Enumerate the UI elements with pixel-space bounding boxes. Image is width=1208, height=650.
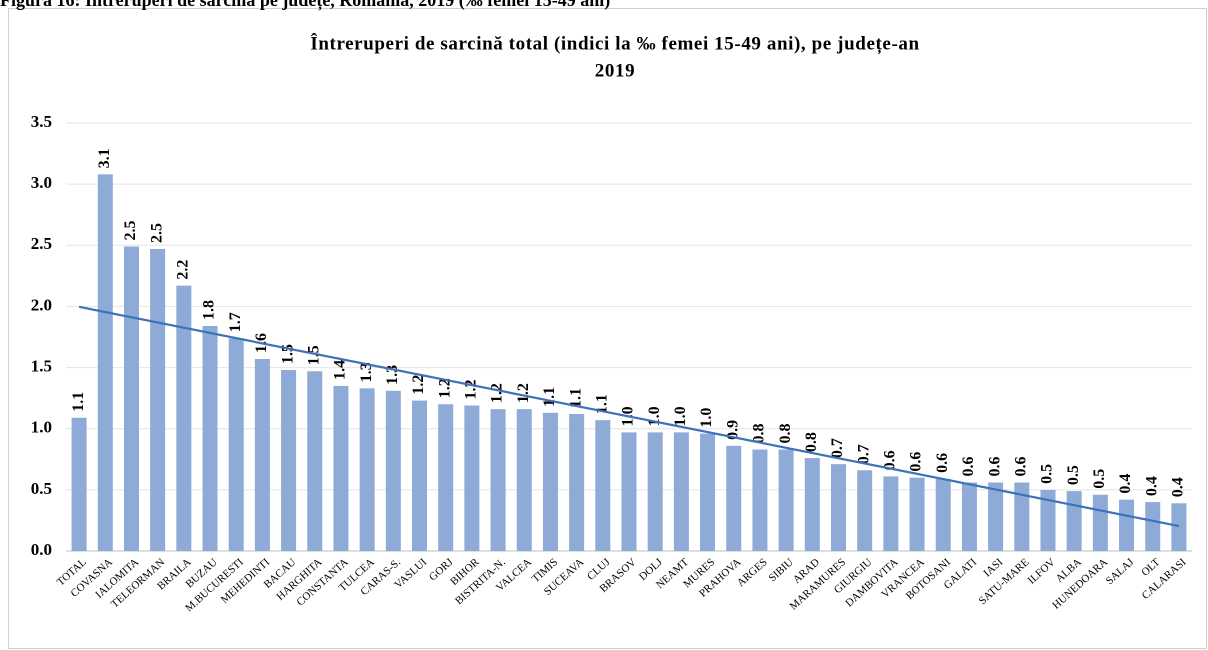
- data-label: 0.9: [724, 420, 741, 440]
- data-label: 0.5: [1065, 465, 1082, 485]
- bar: [752, 449, 768, 551]
- data-label: 1.5: [305, 345, 322, 365]
- bar: [228, 338, 244, 551]
- bar: [71, 417, 87, 551]
- bar: [647, 432, 663, 551]
- data-label: 0.6: [934, 453, 951, 473]
- y-tick-label: 2.5: [31, 234, 52, 253]
- data-label: 0.5: [1039, 464, 1056, 484]
- bar: [778, 449, 794, 551]
- y-tick-label: 0.0: [31, 540, 52, 559]
- data-label: 0.8: [777, 424, 794, 444]
- bar: [281, 370, 297, 551]
- data-label: 1.2: [515, 383, 532, 403]
- y-tick-label: 2.0: [31, 295, 52, 314]
- bar: [726, 445, 742, 551]
- bar: [385, 390, 401, 551]
- data-label: 0.5: [1091, 469, 1108, 489]
- data-label: 1.4: [332, 360, 349, 380]
- data-label: 1.8: [201, 300, 218, 320]
- chart-title: Întreruperi de sarcină total (indici la …: [310, 32, 919, 54]
- data-label: 0.7: [855, 444, 872, 464]
- data-label: 1.1: [70, 392, 87, 412]
- y-tick-label: 0.5: [31, 479, 52, 498]
- data-label: 1.1: [567, 388, 584, 408]
- bar: [464, 405, 480, 551]
- data-label: 0.8: [803, 432, 820, 452]
- bar: [176, 285, 192, 551]
- bar: [97, 174, 113, 552]
- data-label: 1.2: [489, 383, 506, 403]
- bar: [1119, 499, 1135, 551]
- bar: [673, 432, 689, 551]
- bar: [1014, 482, 1030, 551]
- data-label: 3.1: [96, 148, 113, 168]
- figure-caption: Figura 16: Întreruperi de sarcină pe jud…: [0, 0, 610, 11]
- bar: [1066, 491, 1082, 551]
- bar: [202, 325, 218, 551]
- bar: [412, 400, 428, 551]
- bar: [961, 482, 977, 551]
- bar: [700, 433, 716, 551]
- data-label: 1.2: [436, 378, 453, 398]
- bar: [569, 414, 585, 551]
- bar: [1145, 502, 1161, 551]
- bar: [333, 385, 349, 551]
- bar: [438, 404, 454, 551]
- y-tick-label: 3.5: [31, 112, 52, 131]
- bar: [883, 476, 899, 551]
- bar: [909, 477, 925, 551]
- bar: [150, 248, 166, 551]
- chart-title: 2019: [595, 60, 635, 81]
- bar: [254, 359, 270, 551]
- data-label: 0.4: [1117, 474, 1134, 494]
- data-label: 0.4: [1170, 477, 1187, 497]
- bar: [1092, 494, 1108, 551]
- bar: [307, 371, 323, 551]
- data-label: 0.6: [908, 452, 925, 472]
- bar: [359, 388, 375, 551]
- data-label: 1.2: [463, 379, 480, 399]
- data-label: 2.5: [122, 221, 139, 241]
- data-label: 2.5: [148, 223, 165, 243]
- data-label: 1.3: [358, 362, 375, 382]
- data-label: 0.6: [986, 457, 1003, 477]
- data-label: 0.6: [1012, 457, 1029, 477]
- bar: [542, 412, 558, 551]
- data-label: 1.0: [698, 408, 715, 428]
- bar: [621, 432, 637, 551]
- data-label: 1.1: [541, 387, 558, 407]
- data-label: 0.8: [751, 424, 768, 444]
- y-tick-label: 3.0: [31, 173, 52, 192]
- y-tick-label: 1.0: [31, 418, 52, 437]
- y-tick-label: 1.5: [31, 356, 52, 375]
- bar: [516, 409, 532, 551]
- bar: [857, 470, 873, 551]
- data-label: 2.2: [175, 260, 192, 280]
- bar: [123, 246, 139, 551]
- data-label: 1.0: [672, 406, 689, 426]
- data-label: 1.2: [410, 375, 427, 395]
- data-label: 0.4: [1143, 476, 1160, 496]
- data-label: 1.7: [227, 312, 244, 332]
- bar: [988, 482, 1004, 551]
- bar: [804, 458, 820, 551]
- bar: [1040, 489, 1056, 551]
- data-label: 0.6: [960, 457, 977, 477]
- bar: [830, 464, 846, 551]
- data-label: 0.6: [882, 450, 899, 470]
- bar: [1171, 503, 1187, 551]
- data-label: 0.7: [829, 438, 846, 458]
- trend-line: [78, 305, 1180, 528]
- bar: [490, 409, 506, 551]
- bar: [595, 420, 611, 551]
- bar: [935, 478, 951, 551]
